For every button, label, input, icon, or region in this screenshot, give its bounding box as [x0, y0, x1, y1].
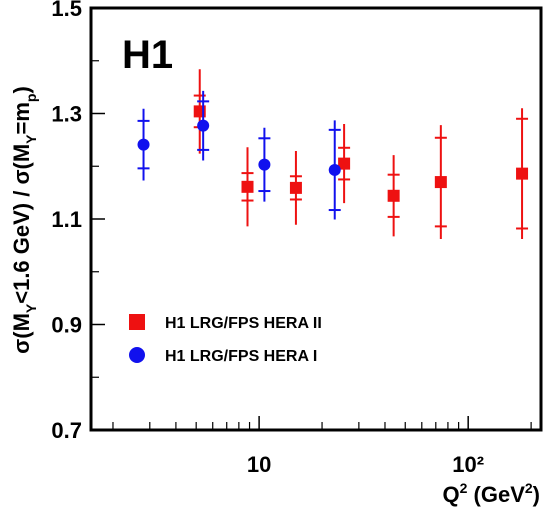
marker: [328, 163, 341, 176]
y-axis-label-part: =m: [9, 102, 34, 134]
x-axis-label-part: ): [533, 482, 540, 507]
plot-frame: [89, 6, 543, 432]
y-axis-label-part: <1.6 GeV) / σ(M: [9, 144, 34, 304]
y-axis-label-part: ): [9, 86, 34, 93]
y-tick-label: 0.9: [51, 313, 82, 338]
legend-label: H1 LRG/FPS HERA I: [165, 348, 317, 365]
y-axis-label-part: Y: [23, 134, 39, 144]
x-axis-label-part: (GeV: [467, 482, 525, 507]
marker: [241, 180, 254, 193]
marker: [289, 181, 302, 194]
x-tick-label: 10²: [452, 452, 484, 477]
y-tick-label: 1.1: [51, 207, 82, 232]
y-tick-label: 0.7: [51, 418, 82, 443]
x-axis-label-part: 2: [460, 480, 468, 496]
marker: [434, 176, 447, 189]
x-tick-label: 10: [247, 452, 271, 477]
marker: [137, 138, 150, 151]
y-tick-label: 1.3: [51, 102, 82, 127]
y-axis-label-part: σ(M: [9, 313, 34, 354]
marker: [387, 189, 400, 202]
marker: [338, 157, 351, 170]
marker: [197, 119, 210, 132]
x-axis-label-part: 2: [525, 480, 533, 496]
y-tick-label: 1.5: [51, 0, 82, 21]
y-axis-label: σ(MY<1.6 GeV) / σ(MY=mp): [9, 86, 39, 354]
x-axis-label: Q2 (GeV2): [442, 480, 540, 507]
legend-marker: [129, 314, 145, 330]
marker: [516, 167, 529, 180]
x-axis-label-part: Q: [442, 482, 459, 507]
marker: [258, 158, 271, 171]
annotation: H1: [122, 33, 173, 77]
legend-marker: [129, 347, 145, 363]
y-axis-label-part: p: [23, 94, 39, 103]
y-axis-label-part: Y: [23, 303, 39, 313]
legend-label: H1 LRG/FPS HERA II: [165, 315, 322, 332]
